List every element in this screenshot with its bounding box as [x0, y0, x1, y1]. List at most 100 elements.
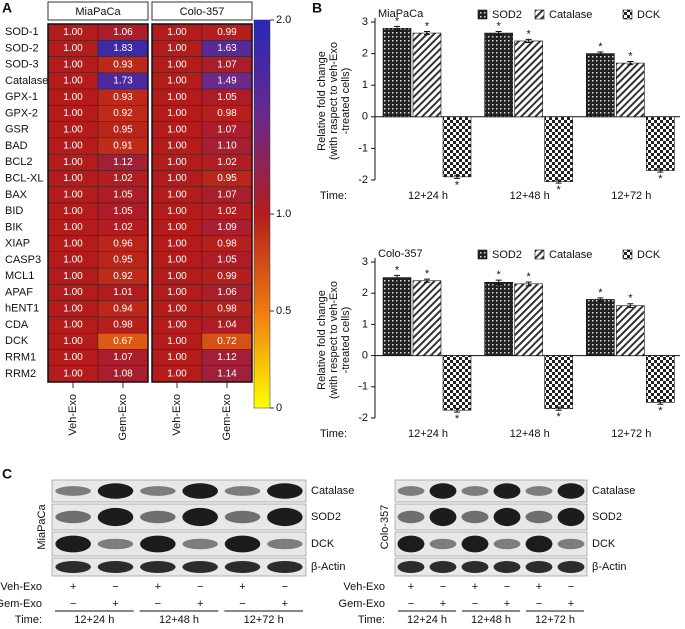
cell-label: 1.00: [167, 157, 187, 168]
blot-band: [55, 561, 91, 573]
error-bar: [454, 407, 460, 413]
cell-label: 1.01: [113, 287, 133, 298]
cell-label: 1.00: [63, 27, 83, 38]
colorbar-tick-label: 2.0: [276, 14, 291, 26]
blot-band: [182, 507, 218, 527]
cell-label: 1.00: [167, 303, 187, 314]
x-tick-label: 12+72 h: [611, 190, 651, 202]
y-tick-label: 0: [362, 350, 368, 362]
row-label: SOD-1: [5, 26, 39, 38]
cell-label: 1.00: [63, 206, 83, 217]
legend-label: Catalase: [549, 9, 592, 21]
x-axis-label: Time:: [320, 190, 347, 202]
bar: [586, 53, 615, 118]
blot-band: [493, 561, 521, 573]
error-bar: [525, 281, 532, 287]
cell-label: 1.00: [167, 287, 187, 298]
cell-label: 1.07: [217, 190, 237, 201]
significance-mark: *: [598, 41, 603, 53]
y-tick-label: -1: [358, 381, 368, 393]
protein-label: SOD2: [592, 511, 622, 523]
treatment-label: Gem-Exo: [0, 598, 42, 610]
treatment-sign: +: [197, 598, 203, 610]
cell-label: 1.05: [217, 255, 237, 266]
treatment-sign: +: [112, 598, 118, 610]
treatment-sign: −: [239, 598, 245, 610]
y-tick-label: -2: [358, 174, 368, 186]
treatment-sign: +: [282, 598, 288, 610]
panel-label: B: [312, 0, 322, 16]
blot-band: [140, 561, 176, 573]
blot-band: [525, 535, 553, 553]
blot-band: [397, 535, 425, 553]
cell-label: 0.98: [113, 320, 133, 331]
cell-label: 1.49: [217, 76, 237, 87]
treatment-sign: −: [112, 581, 118, 593]
significance-mark: *: [557, 184, 562, 196]
error-bar: [454, 174, 460, 179]
cell-label: 1.00: [167, 271, 187, 282]
blot-band: [224, 510, 261, 524]
y-axis-label: Relative fold change: [316, 290, 328, 390]
cell-label: 0.95: [113, 124, 133, 135]
blot-band: [140, 486, 176, 496]
cell-label: 1.02: [113, 222, 133, 233]
cell-label: 1.00: [167, 336, 187, 347]
significance-mark: *: [497, 269, 502, 281]
cell-label: 1.00: [63, 92, 83, 103]
significance-mark: *: [527, 28, 532, 40]
legend-label: Catalase: [549, 249, 592, 261]
cell-line-label: Colo-357: [379, 505, 391, 550]
cell-label: 1.63: [217, 43, 237, 54]
group-border: [47, 23, 149, 383]
treatment-sign: −: [504, 581, 510, 593]
cell-label: 1.00: [63, 320, 83, 331]
blot-strip: [51, 531, 307, 557]
protein-label: DCK: [311, 538, 335, 550]
cell-label: 1.00: [167, 124, 187, 135]
significance-mark: *: [658, 173, 663, 185]
bar: [382, 28, 412, 118]
blot-band: [461, 510, 489, 524]
cell-label: 1.00: [167, 369, 187, 380]
row-label: RRM1: [5, 351, 36, 363]
time-value: 12+48 h: [471, 614, 511, 626]
blot-band: [429, 507, 457, 527]
blot-band: [525, 510, 553, 524]
treatment-sign: −: [197, 581, 203, 593]
row-label: BIK: [5, 221, 23, 233]
cell-label: 1.00: [63, 287, 83, 298]
cell-label: 1.07: [217, 59, 237, 70]
legend-swatch: [477, 9, 488, 20]
row-label: GPX-1: [5, 91, 38, 103]
significance-mark: *: [395, 15, 400, 27]
cell-label: 0.98: [217, 238, 237, 249]
bar: [484, 32, 513, 118]
error-bar: [525, 38, 532, 44]
panel-label: A: [2, 0, 12, 16]
blot-band: [267, 483, 303, 499]
cell-label: 1.00: [167, 255, 187, 266]
row-label: BAX: [5, 189, 28, 201]
cell-label: 1.12: [113, 157, 133, 168]
blot-band: [493, 507, 521, 527]
cell-label: 0.91: [113, 141, 133, 152]
row-label: XIAP: [5, 238, 30, 250]
cell-label: 1.00: [63, 141, 83, 152]
column-label: Veh-Exo: [171, 394, 183, 436]
cell-label: 1.00: [167, 108, 187, 119]
treatment-label: Veh-Exo: [343, 581, 385, 593]
protein-label: β-Actin: [592, 561, 626, 573]
treatment-sign: −: [568, 581, 574, 593]
blot-band: [140, 535, 176, 553]
blot-band: [182, 561, 218, 573]
blot-band: [224, 535, 261, 553]
cell-label: 0.67: [113, 336, 133, 347]
row-label: SOD-3: [5, 59, 39, 71]
cell-label: 0.99: [217, 271, 237, 282]
significance-mark: *: [455, 413, 460, 425]
cell-label: 1.05: [217, 92, 237, 103]
blot-band: [267, 538, 303, 550]
row-label: BCL-XL: [5, 172, 44, 184]
time-value: 12+24 h: [74, 614, 114, 626]
